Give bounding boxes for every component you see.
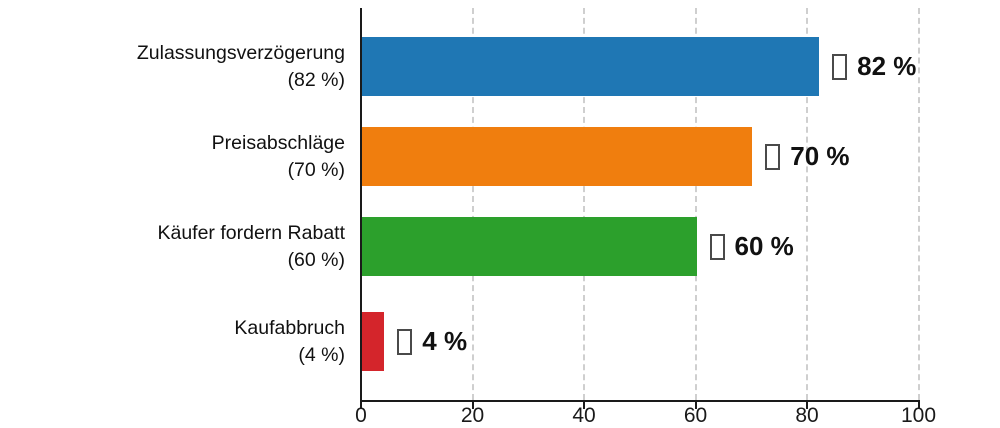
category-percentage: (82 %): [287, 68, 345, 91]
bar-1: [362, 37, 820, 96]
x-axis-tick-label: 100: [900, 404, 937, 427]
gridline-60: [694, 8, 697, 400]
gridline-40: [583, 8, 585, 400]
bar-3: [362, 217, 697, 276]
y-axis-line: [360, 8, 362, 402]
x-axis-tick-label: 40: [572, 404, 596, 427]
bar-value-label: 4 %: [397, 312, 467, 371]
missing-glyph-box-icon: [832, 53, 848, 80]
x-axis-tick-0: [360, 402, 362, 409]
category-label: Preisabschläge (70 %): [5, 130, 345, 184]
category-percentage: (70 %): [287, 158, 345, 181]
x-axis-line: [360, 400, 920, 402]
x-axis-tick-60: [694, 402, 697, 409]
x-axis-tick-100: [917, 402, 920, 409]
x-axis-tick-label: 60: [683, 404, 708, 427]
bar-value-label: 60 %: [709, 217, 794, 276]
gridline-80: [806, 8, 808, 400]
gridline-20: [471, 8, 474, 400]
missing-glyph-box-icon: [397, 328, 413, 355]
bar-value-text: 60 %: [734, 231, 794, 261]
bar-value-text: 82 %: [857, 51, 917, 81]
category-label: Kaufabbruch (4 %): [5, 315, 345, 369]
gridline-100: [917, 8, 920, 400]
bar-value-label: 70 %: [765, 127, 850, 186]
category-name: Zulassungsverzögerung: [136, 41, 345, 64]
x-axis-tick-40: [583, 402, 585, 409]
x-axis-tick-label: 0: [355, 404, 367, 427]
bar-value-label: 82 %: [832, 37, 916, 96]
category-label: Zulassungsverzögerung (82 %): [5, 40, 345, 94]
bar-2: [362, 127, 753, 186]
category-name: Käufer fordern Rabatt: [157, 221, 345, 244]
category-percentage: (60 %): [287, 248, 345, 271]
bar-value-text: 4 %: [422, 326, 468, 356]
missing-glyph-box-icon: [709, 233, 725, 260]
bar-value-text: 70 %: [790, 141, 850, 171]
category-label: Käufer fordern Rabatt (60 %): [5, 220, 345, 274]
x-axis-tick-80: [806, 402, 808, 409]
category-name: Kaufabbruch: [234, 316, 345, 339]
x-axis-tick-20: [471, 402, 474, 409]
missing-glyph-box-icon: [765, 143, 781, 170]
x-axis-tick-label: 20: [460, 404, 485, 427]
bar-4: [362, 312, 385, 371]
x-axis-tick-label: 80: [795, 404, 819, 427]
category-name: Preisabschläge: [211, 131, 345, 154]
category-percentage: (4 %): [298, 343, 345, 366]
